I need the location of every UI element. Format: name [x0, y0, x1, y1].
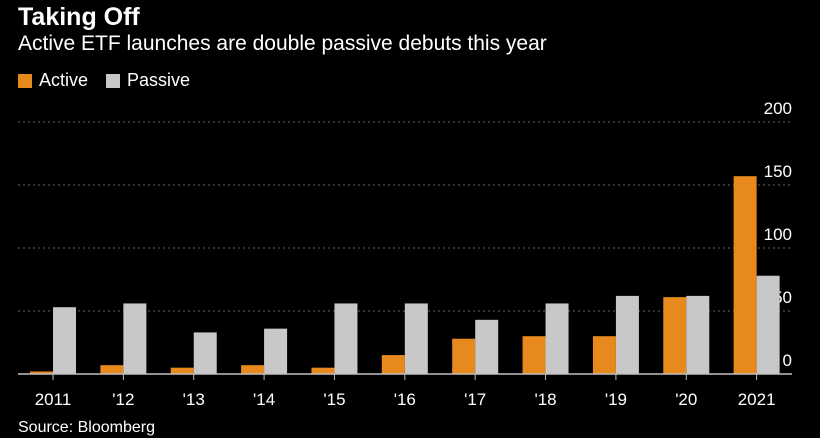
legend: Active Passive [18, 70, 208, 91]
bar-active-4 [311, 367, 335, 374]
y-tick-label-100: 100 [764, 225, 792, 244]
bar-passive-8 [615, 295, 639, 374]
bar-passive-1 [123, 303, 147, 374]
x-tick-label-9: '20 [675, 390, 697, 409]
x-tick-label-1: '12 [112, 390, 134, 409]
chart-subtitle: Active ETF launches are double passive d… [18, 32, 547, 55]
bar-passive-7 [545, 303, 569, 374]
legend-item-active: Active [18, 70, 88, 91]
bar-active-10 [733, 176, 757, 374]
bar-active-1 [100, 365, 124, 374]
legend-swatch-active [18, 73, 32, 88]
y-tick-label-150: 150 [764, 162, 792, 181]
x-tick-label-5: '16 [394, 390, 416, 409]
x-tick-label-8: '19 [605, 390, 627, 409]
x-tick-label-10: 2021 [738, 390, 776, 409]
bar-passive-6 [475, 319, 499, 374]
x-tick-label-0: 2011 [35, 390, 72, 409]
chart-title: Taking Off [18, 3, 140, 31]
bar-passive-9 [686, 295, 710, 374]
x-tick-label-2: '13 [183, 390, 205, 409]
x-tick-label-3: '14 [253, 390, 275, 409]
x-tick-label-4: '15 [323, 390, 345, 409]
legend-label-active: Active [39, 70, 89, 90]
source-note: Source: Bloomberg [18, 419, 155, 436]
bar-active-2 [170, 367, 194, 374]
legend-swatch-passive [106, 73, 121, 88]
y-tick-label-200: 200 [764, 99, 792, 118]
bar-active-5 [381, 355, 405, 374]
x-tick-label-6: '17 [464, 390, 486, 409]
bar-active-0 [30, 371, 53, 374]
bar-passive-3 [264, 328, 288, 374]
y-tick-label-0: 0 [783, 351, 792, 370]
bar-active-3 [241, 365, 265, 374]
x-tick-label-7: '18 [534, 390, 556, 409]
bar-passive-5 [404, 303, 428, 374]
bar-passive-2 [193, 332, 217, 374]
bar-active-6 [452, 338, 476, 374]
bar-active-9 [663, 297, 687, 374]
bar-passive-4 [334, 303, 358, 374]
bar-active-8 [592, 336, 616, 374]
bar-passive-10 [756, 275, 780, 374]
legend-label-passive: Passive [127, 70, 191, 90]
bar-active-7 [522, 336, 546, 374]
legend-item-passive: Passive [106, 70, 190, 91]
bar-passive-0 [53, 307, 76, 374]
